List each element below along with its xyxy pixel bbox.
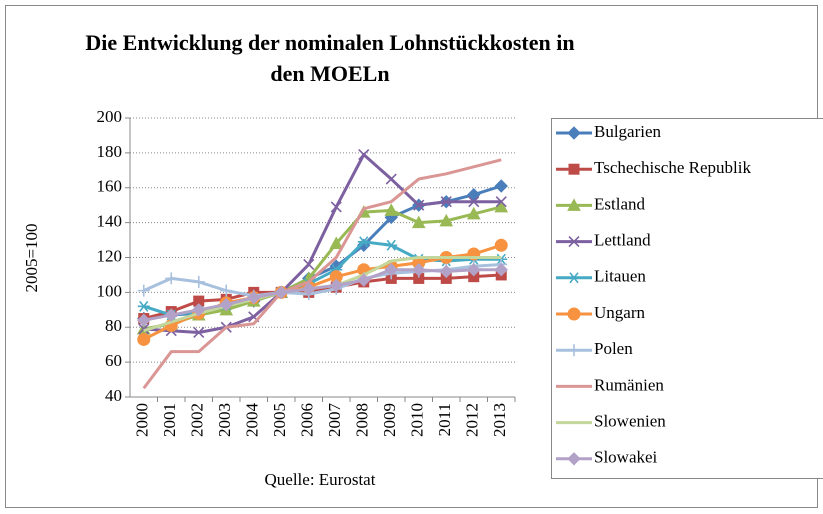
y-tick-label: 100 [97,281,123,300]
marker [568,344,580,357]
marker [494,179,508,193]
marker [358,149,370,161]
legend-label: Polen [594,339,633,358]
legend-label: Litauen [594,267,646,286]
marker [385,239,398,251]
marker [137,300,150,312]
marker [467,262,481,277]
y-tick-label: 120 [97,246,123,265]
legend-label: Tschechische Republik [594,158,751,177]
x-tick-label: 2011 [435,403,454,436]
marker [413,199,425,211]
marker [385,173,397,185]
marker [193,326,205,339]
marker [192,275,205,288]
legend-label: Slowakei [594,448,658,467]
y-tick-label: 200 [97,107,123,126]
x-tick-label: 2009 [380,403,399,437]
marker [164,308,178,322]
x-tick-label: 2001 [160,403,179,437]
marker [357,273,371,287]
marker [219,297,233,312]
marker [567,452,581,466]
y-axis-label: 2005=100 [22,223,41,292]
y-tick-label: 140 [97,212,123,231]
marker [303,258,315,271]
series-line [143,153,502,334]
marker [357,236,370,248]
x-tick-label: 2006 [298,403,317,437]
marker [411,215,426,229]
marker [274,285,288,300]
marker [439,264,453,279]
source-note: Quelle: Eurostat [265,470,376,489]
marker [567,126,581,140]
marker [137,313,151,327]
marker [384,262,398,277]
marker [440,196,452,208]
marker [494,238,508,252]
legend-label: Slowenien [594,412,666,431]
x-tick-label: 2002 [188,403,207,437]
marker [165,272,178,285]
legend-frame [551,118,823,479]
x-tick-label: 2003 [215,403,234,437]
x-tick-label: 2007 [325,403,344,438]
marker [494,199,509,213]
y-tick-label: 40 [105,386,122,405]
marker [568,163,580,175]
marker [468,196,480,208]
legend-label: Ungarn [594,303,645,322]
marker [192,303,206,317]
chart-title: den MOELn [270,61,389,86]
marker [439,213,454,227]
marker [220,284,233,297]
marker [138,323,150,335]
y-tick-label: 60 [105,351,122,370]
marker [330,201,342,213]
x-tick-label: 2012 [463,403,482,437]
y-tick-label: 180 [97,142,123,161]
marker [567,198,581,211]
series-line [142,158,502,390]
marker [494,262,508,277]
marker [568,236,580,248]
marker [495,196,507,208]
x-tick-label: 2005 [270,403,289,437]
marker [329,278,343,293]
x-tick-label: 2008 [353,403,372,437]
marker [466,206,481,220]
marker [247,290,261,305]
y-tick-label: 160 [97,177,123,196]
marker [329,236,344,250]
legend-label: Estland [594,194,645,213]
marker [384,203,399,216]
y-tick-label: 80 [105,316,122,335]
x-tick-label: 2004 [243,403,262,438]
marker [412,262,426,277]
legend-label: Lettland [594,231,651,250]
x-tick-label: 2013 [490,403,509,437]
legend-label: Rumänien [594,375,664,394]
x-tick-label: 2010 [408,403,427,437]
marker [137,284,150,297]
marker [568,272,580,284]
x-tick-label: 2000 [133,403,152,437]
legend-label: Bulgarien [594,122,662,141]
marker [567,307,581,321]
marker [302,282,316,296]
marker [137,332,151,346]
chart-title: Die Entwicklung der nominalen Lohnstückk… [85,30,574,55]
